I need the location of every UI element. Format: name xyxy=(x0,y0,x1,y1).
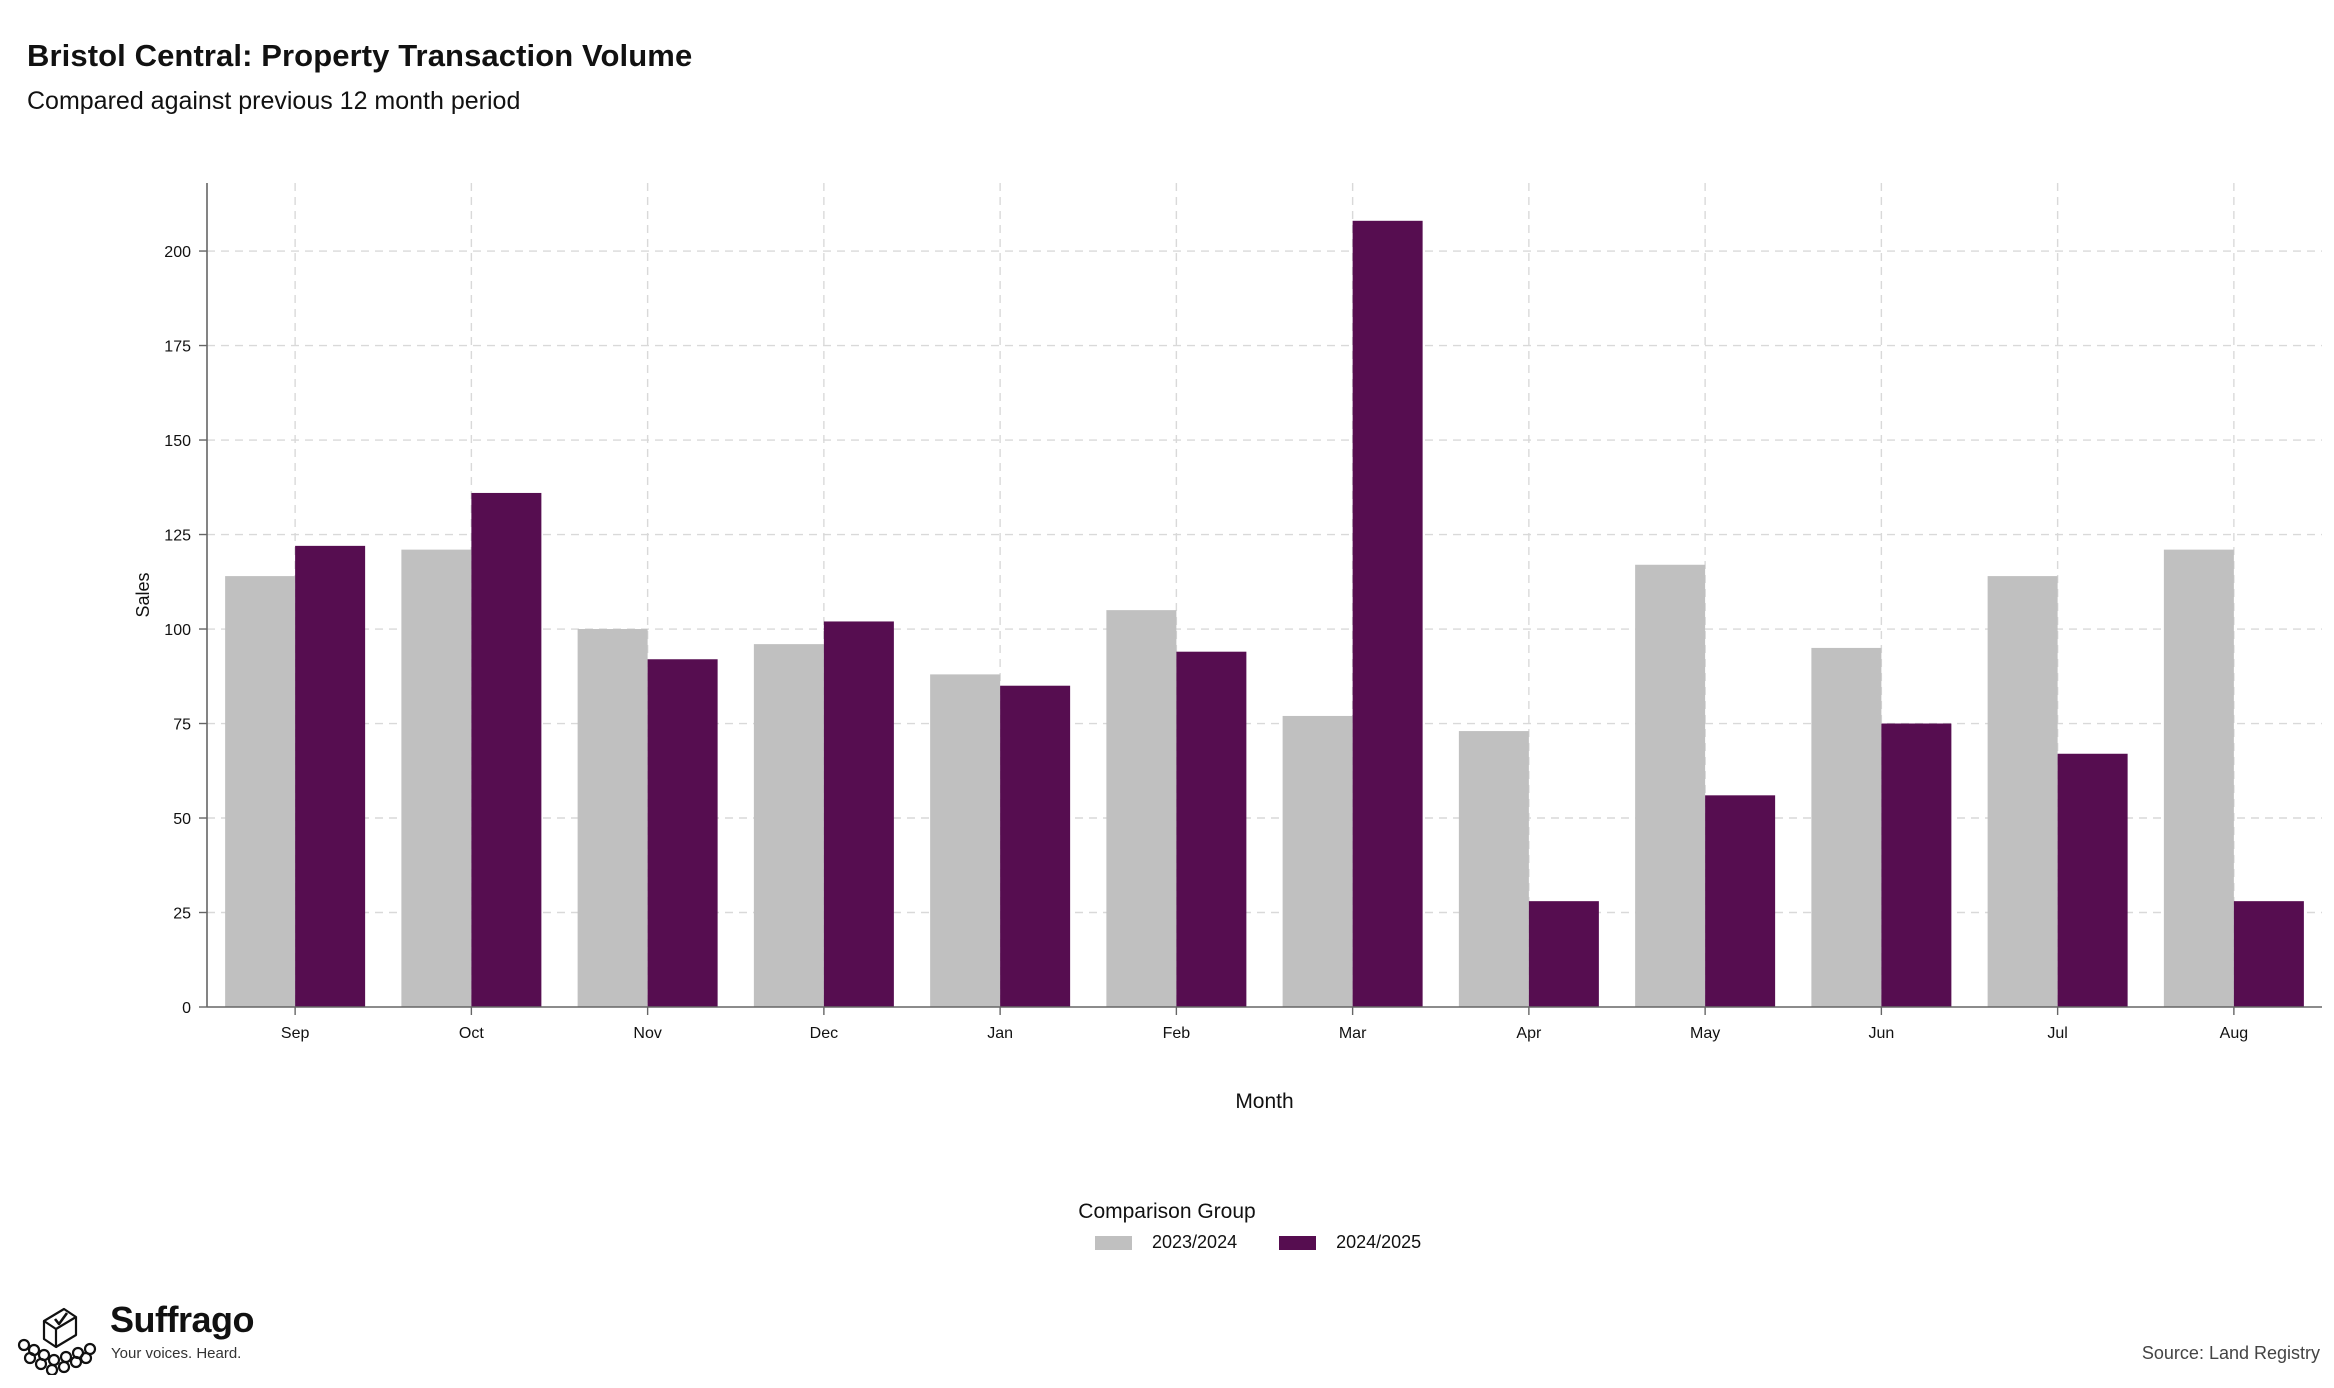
y-tick-label: 200 xyxy=(164,244,191,261)
bar-prev-jun xyxy=(1811,647,1882,1007)
bar-curr-mar xyxy=(1352,220,1423,1008)
chart-subtitle: Compared against previous 12 month perio… xyxy=(27,87,521,115)
bar-prev-dec xyxy=(753,644,824,1007)
y-tick-label: 150 xyxy=(164,433,191,450)
bar-prev-apr xyxy=(1458,731,1529,1007)
y-tick-label: 175 xyxy=(164,339,191,356)
legend-swatch-curr xyxy=(1279,1235,1317,1250)
bar-curr-oct xyxy=(471,492,542,1007)
bar-curr-jul xyxy=(2057,753,2128,1007)
ballot-box-icon xyxy=(17,1307,97,1375)
x-tick-label: Feb xyxy=(1163,1025,1191,1042)
x-tick-label: Jan xyxy=(987,1025,1013,1042)
bar-curr-aug xyxy=(2233,901,2304,1007)
brand-name: Suffrago xyxy=(110,1299,255,1340)
legend-swatch-prev xyxy=(1095,1235,1132,1250)
y-tick-label: 125 xyxy=(164,528,191,545)
legend-label-prev: 2023/2024 xyxy=(1152,1232,1238,1252)
x-tick-label: Jul xyxy=(2047,1025,2067,1042)
bar-curr-apr xyxy=(1528,901,1599,1007)
bar-curr-feb xyxy=(1176,651,1247,1007)
bar-curr-jun xyxy=(1881,723,1952,1007)
legend: 2023/2024 2024/2025 xyxy=(1095,1232,1421,1253)
x-tick-label: Aug xyxy=(2220,1025,2248,1042)
x-tick-label: Jun xyxy=(1868,1025,1894,1042)
bar-curr-dec xyxy=(823,621,894,1007)
x-tick-label: May xyxy=(1690,1025,1720,1042)
y-tick-label: 75 xyxy=(173,717,191,734)
bar-prev-feb xyxy=(1106,610,1177,1007)
x-tick-label: Dec xyxy=(810,1025,838,1042)
bar-curr-jan xyxy=(1000,685,1071,1007)
bar-curr-may xyxy=(1705,795,1776,1007)
bar-curr-nov xyxy=(647,659,718,1007)
legend-item-prev: 2023/2024 xyxy=(1095,1232,1237,1253)
bar-prev-nov xyxy=(577,629,648,1007)
bar-prev-jul xyxy=(1987,576,2058,1007)
x-axis-title: Month xyxy=(1235,1090,1293,1113)
bar-prev-sep xyxy=(225,576,296,1007)
chart-title: Bristol Central: Property Transaction Vo… xyxy=(27,38,693,73)
legend-item-curr: 2024/2025 xyxy=(1279,1232,1421,1253)
x-tick-label: Oct xyxy=(459,1025,484,1042)
y-tick-label: 0 xyxy=(182,1000,191,1017)
bar-prev-mar xyxy=(1282,715,1353,1007)
bar-curr-sep xyxy=(295,545,366,1007)
y-tick-label: 25 xyxy=(173,906,191,923)
y-tick-label: 50 xyxy=(173,811,191,828)
legend-label-curr: 2024/2025 xyxy=(1336,1232,1422,1252)
y-axis-title: Sales xyxy=(133,572,153,617)
bar-prev-oct xyxy=(401,549,472,1007)
bar-prev-aug xyxy=(2163,549,2234,1007)
bar-prev-may xyxy=(1635,564,1706,1007)
x-tick-label: Mar xyxy=(1339,1025,1367,1042)
x-tick-label: Apr xyxy=(1516,1025,1542,1042)
bar-prev-jan xyxy=(930,674,1001,1007)
x-tick-label: Sep xyxy=(281,1025,310,1042)
legend-title: Comparison Group xyxy=(1078,1200,1256,1223)
x-tick-label: Nov xyxy=(633,1025,661,1042)
y-tick-label: 100 xyxy=(164,622,191,639)
source-note: Source: Land Registry xyxy=(2141,1343,2320,1363)
brand-tagline: Your voices. Heard. xyxy=(111,1345,242,1362)
brand-logo: Suffrago Your voices. Heard. xyxy=(14,1295,255,1375)
